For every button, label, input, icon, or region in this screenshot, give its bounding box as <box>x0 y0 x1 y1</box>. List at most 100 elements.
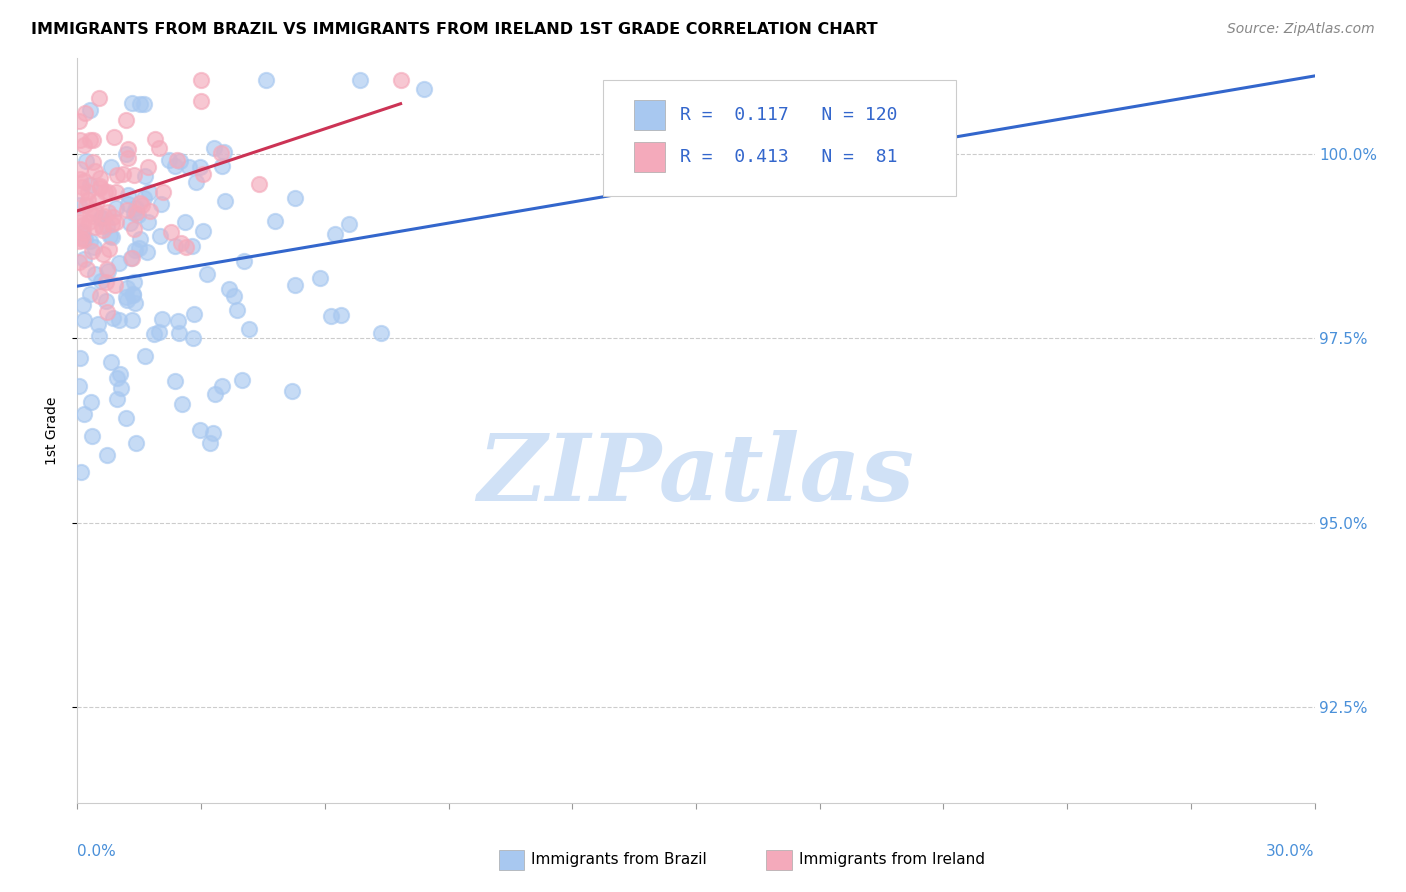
Point <box>72 252 94 267</box>
Point <box>77 185 100 199</box>
Point <box>125 436 148 450</box>
Point <box>82 155 104 169</box>
Point <box>170 397 193 411</box>
Point <box>91 223 114 237</box>
Point <box>87 91 110 105</box>
Point <box>204 387 226 401</box>
Point <box>104 202 127 216</box>
Point <box>100 160 122 174</box>
Point <box>89 170 111 185</box>
Point <box>201 426 224 441</box>
Point <box>87 317 110 331</box>
Point <box>108 313 131 327</box>
Point <box>412 82 434 96</box>
Point <box>125 206 148 220</box>
Point <box>67 378 90 392</box>
Point <box>97 264 120 278</box>
Point <box>77 215 100 229</box>
Point <box>82 209 104 223</box>
Text: 30.0%: 30.0% <box>1267 844 1315 859</box>
Point <box>163 239 186 253</box>
Text: IMMIGRANTS FROM BRAZIL VS IMMIGRANTS FROM IRELAND 1ST GRADE CORRELATION CHART: IMMIGRANTS FROM BRAZIL VS IMMIGRANTS FRO… <box>31 22 877 37</box>
Point <box>89 181 111 195</box>
Point <box>70 231 93 245</box>
Point <box>67 209 90 223</box>
Point <box>96 448 118 462</box>
Point <box>84 164 107 178</box>
Point <box>163 159 186 173</box>
Point <box>218 282 240 296</box>
Point <box>122 286 145 301</box>
Point <box>84 267 107 281</box>
FancyBboxPatch shape <box>634 142 665 172</box>
Point <box>149 197 172 211</box>
Point <box>193 224 215 238</box>
Point <box>183 307 205 321</box>
Point <box>98 242 121 256</box>
Point <box>69 351 91 365</box>
Point <box>69 161 91 176</box>
Point <box>97 185 120 199</box>
Point <box>70 466 93 480</box>
Point <box>163 374 186 388</box>
Point <box>89 179 111 194</box>
Point <box>124 296 146 310</box>
Point <box>118 216 141 230</box>
Point <box>89 289 111 303</box>
Point <box>82 132 104 146</box>
Point <box>128 241 150 255</box>
Text: Source: ZipAtlas.com: Source: ZipAtlas.com <box>1227 22 1375 37</box>
Point <box>120 252 142 266</box>
Point <box>80 244 103 259</box>
Text: 0.0%: 0.0% <box>77 844 117 859</box>
Point <box>122 288 145 302</box>
Point <box>67 215 90 229</box>
Point <box>169 154 191 169</box>
Point <box>69 133 91 147</box>
Point <box>73 105 96 120</box>
Point <box>90 211 112 225</box>
Point <box>84 220 107 235</box>
Point <box>122 205 145 219</box>
Point <box>284 191 307 205</box>
Point <box>134 191 156 205</box>
Point <box>329 308 352 322</box>
Point <box>72 225 94 239</box>
Point <box>121 252 143 266</box>
Point <box>129 232 152 246</box>
Point <box>73 313 96 327</box>
Point <box>150 312 173 326</box>
Point <box>169 326 191 341</box>
Point <box>212 145 235 160</box>
Point <box>136 161 159 175</box>
Point <box>166 314 188 328</box>
Point <box>124 244 146 258</box>
Point <box>75 198 97 212</box>
Point <box>67 198 90 212</box>
Point <box>110 381 132 395</box>
Point <box>70 186 93 201</box>
Point <box>79 234 101 248</box>
Point <box>72 225 94 239</box>
Point <box>148 140 170 154</box>
Point <box>121 95 143 110</box>
Point <box>321 309 343 323</box>
Point <box>100 230 122 244</box>
Point <box>96 219 118 233</box>
Point <box>114 290 136 304</box>
Point <box>238 322 260 336</box>
Point <box>67 254 90 268</box>
Point <box>73 137 96 152</box>
Point <box>124 221 146 235</box>
Point <box>105 169 128 183</box>
Point <box>90 219 112 233</box>
Point <box>79 287 101 301</box>
Point <box>325 227 347 242</box>
Point <box>309 270 332 285</box>
Point <box>97 204 120 219</box>
Point <box>188 161 211 175</box>
Point <box>67 113 90 128</box>
Text: Immigrants from Ireland: Immigrants from Ireland <box>799 853 984 867</box>
Point <box>104 186 127 200</box>
Point <box>75 154 97 169</box>
